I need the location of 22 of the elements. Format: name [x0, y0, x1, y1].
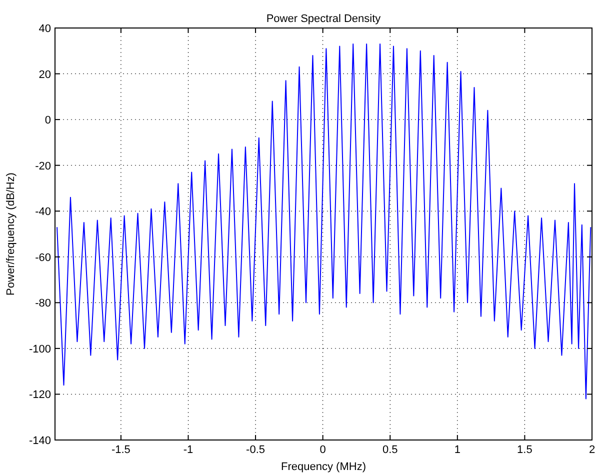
y-axis-title: Power/frequency (dB/Hz)	[5, 172, 17, 296]
y-tick-label: -120	[28, 389, 51, 402]
x-tick-label: 0.5	[382, 444, 398, 456]
y-tick-label: 20	[38, 68, 51, 81]
y-tick-label: -140	[28, 435, 51, 447]
x-tick-label: -1.5	[111, 444, 130, 456]
x-tick-label: 1.5	[517, 444, 532, 456]
x-tick-label: 1	[454, 444, 460, 456]
y-tick-label: -60	[35, 252, 51, 264]
x-tick-label: -1	[183, 444, 194, 456]
chart-title: Power Spectral Density	[266, 13, 382, 25]
x-tick-label: -0.5	[246, 444, 266, 456]
line-series	[56, 44, 592, 400]
x-tick-label: 0	[320, 444, 326, 456]
y-tick-label: -20	[35, 160, 51, 172]
y-tick-label: -100	[28, 343, 51, 356]
x-axis-title: Frequency (MHz)	[281, 461, 366, 473]
y-tick-label: -80	[35, 298, 51, 310]
y-tick-label: 40	[38, 23, 51, 35]
x-tick-label: 2	[588, 444, 595, 456]
y-tick-label: -40	[35, 206, 51, 218]
y-tick-label: 0	[44, 114, 51, 127]
